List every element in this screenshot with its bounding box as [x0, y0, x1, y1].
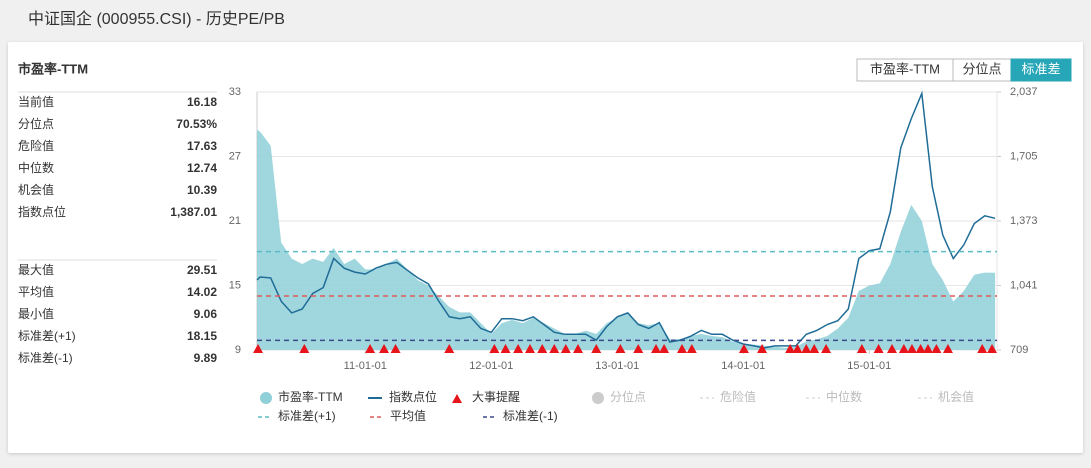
legend-label[interactable]: 标准差(+1): [278, 409, 336, 423]
event-marker: [686, 344, 697, 353]
y2-tick-label: 1,705: [1010, 150, 1038, 162]
stat-label: 机会值: [18, 182, 54, 197]
index-line: [256, 90, 996, 349]
event-marker: [809, 344, 820, 353]
event-marker: [792, 344, 803, 353]
event-marker: [856, 344, 867, 353]
event-marker: [591, 344, 602, 353]
legend-swatch[interactable]: [452, 394, 462, 403]
stat-value: 10.39: [187, 183, 217, 197]
event-marker: [525, 344, 536, 353]
event-marker: [379, 344, 390, 353]
tab-label[interactable]: 市盈率-TTM: [870, 61, 940, 76]
legend-label[interactable]: 市盈率-TTM: [278, 389, 343, 404]
stat-label: 危险值: [18, 138, 54, 153]
event-marker: [500, 344, 511, 353]
event-marker: [873, 344, 884, 353]
event-marker: [573, 344, 584, 353]
event-marker: [987, 344, 998, 353]
event-marker: [915, 344, 926, 353]
event-marker: [757, 344, 768, 353]
stat-value: 17.63: [187, 139, 217, 153]
x-tick-label: 11-01-01: [344, 360, 387, 372]
event-marker: [444, 344, 455, 353]
event-marker: [549, 344, 560, 353]
event-marker: [738, 344, 749, 353]
y-tick-label: 33: [229, 86, 241, 98]
event-marker: [513, 344, 524, 353]
legend-swatch[interactable]: [260, 392, 272, 404]
stat-value: 9.89: [194, 351, 218, 365]
event-marker: [615, 344, 626, 353]
stat-label: 标准差(+1): [18, 329, 76, 343]
y-tick-label: 27: [229, 150, 241, 162]
y-tick-label: 9: [235, 344, 241, 356]
event-marker: [906, 344, 917, 353]
event-marker: [537, 344, 548, 353]
stat-value: 1,387.01: [170, 205, 217, 219]
y-tick-label: 15: [229, 279, 241, 291]
y2-tick-label: 2,037: [1010, 86, 1038, 98]
stat-value: 12.74: [187, 161, 217, 175]
stat-label: 最小值: [18, 306, 54, 321]
pe-area: [257, 129, 996, 350]
stat-label: 分位点: [18, 116, 54, 131]
y2-tick-label: 1,373: [1010, 215, 1038, 227]
panel-title: 市盈率-TTM: [18, 61, 88, 76]
stat-value: 29.51: [187, 263, 217, 277]
legend-label[interactable]: 分位点: [610, 389, 646, 404]
page-title: 中证国企 (000955.CSI) - 历史PE/PB: [28, 10, 285, 28]
stat-label: 中位数: [18, 160, 54, 175]
tab-button[interactable]: [1010, 58, 1072, 82]
legend-label[interactable]: 指数点位: [389, 389, 437, 404]
legend-label[interactable]: 中位数: [826, 389, 862, 404]
event-marker: [922, 344, 933, 353]
event-marker: [898, 344, 909, 353]
stat-label: 标准差(-1): [18, 351, 73, 365]
stat-value: 18.15: [187, 329, 217, 343]
stat-label: 平均值: [18, 284, 54, 299]
event-marker: [942, 344, 953, 353]
event-marker: [931, 344, 942, 353]
stat-value: 16.18: [187, 95, 217, 109]
y2-tick-label: 709: [1010, 344, 1028, 356]
tab-label[interactable]: 分位点: [962, 61, 1001, 76]
event-marker: [785, 344, 796, 353]
legend-label[interactable]: 平均值: [390, 408, 426, 423]
x-tick-label: 12-01-01: [469, 360, 513, 372]
event-marker: [886, 344, 897, 353]
event-marker: [390, 344, 401, 353]
x-tick-label: 14-01-01: [721, 360, 765, 372]
stat-label: 当前值: [18, 94, 54, 109]
stat-value: 9.06: [194, 307, 218, 321]
y-tick-label: 21: [229, 215, 241, 227]
x-tick-label: 13-01-01: [595, 360, 639, 372]
stat-value: 14.02: [187, 285, 217, 299]
stat-value: 70.53%: [176, 117, 217, 131]
event-marker: [651, 344, 662, 353]
event-marker: [821, 344, 832, 353]
event-marker: [489, 344, 500, 353]
x-tick-label: 15-01-01: [847, 360, 891, 372]
event-marker: [253, 344, 264, 353]
event-marker: [676, 344, 687, 353]
event-marker: [560, 344, 571, 353]
event-marker: [633, 344, 644, 353]
legend-swatch[interactable]: [592, 392, 604, 404]
event-marker: [659, 344, 670, 353]
legend-label[interactable]: 危险值: [720, 389, 756, 404]
legend-label[interactable]: 大事提醒: [472, 389, 520, 404]
event-marker: [801, 344, 812, 353]
legend-label[interactable]: 标准差(-1): [503, 409, 558, 423]
y2-tick-label: 1,041: [1010, 279, 1038, 291]
stat-label: 最大值: [18, 262, 54, 277]
event-marker: [365, 344, 376, 353]
event-marker: [299, 344, 310, 353]
event-marker: [977, 344, 988, 353]
stat-label: 指数点位: [18, 204, 66, 219]
legend-label[interactable]: 机会值: [938, 389, 974, 404]
tab-label[interactable]: 标准差: [1021, 61, 1060, 76]
